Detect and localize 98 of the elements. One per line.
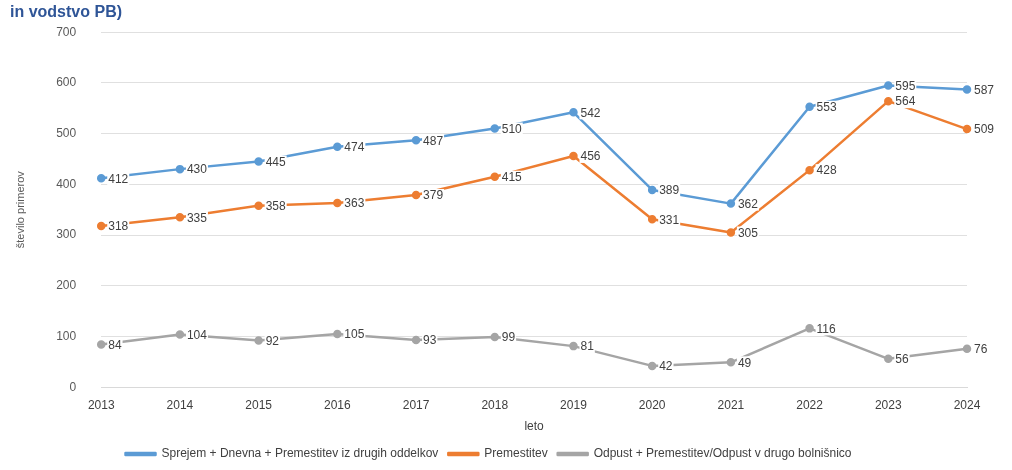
data-label: 84	[108, 337, 122, 352]
legend-label: Sprejem + Dnevna + Premestitev iz drugih oddelkov	[161, 446, 439, 461]
data-label: 564	[895, 94, 916, 109]
y-axis-title: število primerov	[13, 170, 26, 249]
point	[884, 96, 893, 106]
y-tick-label: 400	[56, 176, 77, 191]
x-axis-title: leto	[524, 419, 545, 434]
point	[490, 124, 500, 133]
data-label: 412	[108, 171, 129, 186]
point	[175, 213, 185, 222]
point	[175, 164, 185, 174]
x-tick-label: 2013	[87, 397, 115, 412]
point	[411, 335, 421, 345]
x-tick-label: 2020	[638, 397, 666, 412]
point	[569, 341, 578, 351]
y-tick-label: 100	[56, 328, 77, 343]
data-label: 318	[108, 219, 129, 234]
data-label: 415	[501, 170, 523, 185]
data-label: 335	[186, 210, 208, 225]
point	[962, 344, 972, 353]
point	[805, 165, 814, 175]
data-label: 487	[423, 133, 444, 148]
data-label: 56	[895, 352, 909, 367]
data-label: 428	[816, 163, 837, 178]
legend-label: Odpust + Premestitev/Odpust v drugo bolnišnico	[593, 446, 852, 461]
point	[333, 198, 342, 208]
point	[254, 157, 263, 166]
point	[647, 185, 657, 195]
x-tick-label: 2018	[481, 397, 509, 412]
data-label: 105	[344, 327, 365, 342]
data-label: 116	[816, 321, 837, 336]
point	[726, 228, 736, 237]
point	[333, 329, 342, 339]
data-label: 93	[423, 333, 437, 348]
x-tick-label: 2022	[796, 397, 824, 412]
data-label: 104	[186, 327, 208, 342]
point	[175, 330, 185, 339]
data-label: 331	[659, 212, 680, 227]
data-label: 445	[265, 154, 286, 169]
chart-title: in vodstvo PB)	[10, 3, 123, 21]
data-label: 510	[501, 121, 523, 136]
data-label: 587	[974, 82, 995, 97]
x-tick-label: 2017	[402, 397, 430, 412]
point	[726, 358, 736, 367]
point	[96, 340, 106, 349]
point	[490, 332, 500, 342]
y-tick-label: 600	[56, 75, 77, 90]
data-label: 509	[974, 122, 995, 137]
data-label: 363	[344, 196, 365, 211]
point	[569, 151, 578, 161]
point	[254, 336, 263, 345]
x-tick-label: 2016	[323, 397, 352, 412]
y-tick-label: 300	[56, 227, 77, 242]
y-tick-label: 500	[56, 125, 77, 140]
data-label: 305	[737, 225, 759, 240]
point	[726, 199, 736, 208]
data-label: 389	[659, 183, 680, 198]
y-tick-label: 700	[56, 24, 77, 39]
data-label: 92	[265, 333, 280, 348]
point	[96, 174, 106, 183]
data-label: 430	[186, 162, 208, 177]
data-label: 456	[580, 149, 601, 164]
data-label: 42	[659, 359, 673, 374]
point	[490, 172, 500, 181]
y-tick-label: 0	[69, 379, 77, 394]
x-tick-label: 2021	[717, 397, 745, 412]
point	[647, 361, 657, 371]
data-label: 49	[737, 355, 752, 370]
data-label: 99	[501, 330, 516, 345]
data-label: 81	[580, 339, 595, 354]
x-tick-label: 2015	[245, 397, 273, 412]
y-tick-label: 200	[56, 278, 77, 293]
point	[962, 124, 972, 134]
point	[411, 190, 421, 200]
data-label: 362	[737, 196, 759, 211]
point	[884, 354, 893, 364]
x-tick-label: 2019	[560, 397, 588, 412]
point	[805, 102, 814, 111]
data-label: 542	[580, 105, 601, 120]
legend-label: Premestitev	[484, 446, 548, 461]
data-label: 76	[974, 341, 988, 356]
point	[569, 108, 578, 117]
point	[96, 221, 106, 231]
x-tick-label: 2024	[953, 397, 981, 412]
data-label: 553	[816, 100, 837, 115]
point	[647, 215, 657, 224]
x-tick-label: 2023	[874, 397, 902, 412]
point	[333, 142, 342, 152]
data-label: 474	[344, 140, 365, 155]
point	[411, 135, 421, 145]
x-tick-label: 2014	[166, 397, 194, 412]
data-label: 358	[265, 198, 286, 213]
point	[254, 201, 263, 210]
point	[805, 324, 814, 333]
point	[962, 85, 972, 94]
data-label: 595	[895, 78, 916, 93]
point	[884, 81, 893, 90]
data-label: 379	[423, 188, 444, 203]
